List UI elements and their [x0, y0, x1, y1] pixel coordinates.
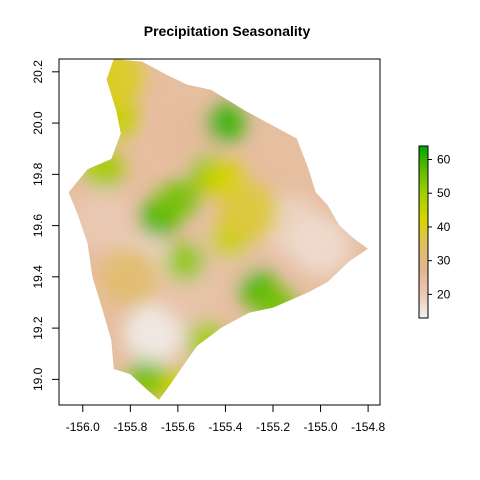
raster-cell [71, 190, 132, 251]
y-tick-label: 20.2 [31, 60, 45, 84]
y-tick-label: 19.8 [31, 162, 45, 186]
x-tick-label: -155.0 [304, 420, 338, 434]
raster-cell [83, 59, 144, 107]
y-tick-label: 19.6 [31, 214, 45, 238]
x-tick-label: -154.8 [351, 420, 385, 434]
legend-tick-label: 20 [437, 287, 451, 301]
raster-cell [159, 105, 220, 166]
raster-cell [157, 180, 198, 220]
raster-cell [257, 287, 298, 328]
chart-title: Precipitation Seasonality [144, 23, 311, 39]
x-axis: -156.0 -155.8 -155.6 -155.4 -155.2 -155.0 -154… [66, 404, 385, 434]
raster-cell [124, 303, 185, 364]
x-tick-label: -155.8 [113, 420, 147, 434]
legend-tick-label: 30 [437, 254, 451, 268]
raster-cell [219, 182, 280, 243]
x-tick-label: -155.4 [208, 420, 242, 434]
y-tick-label: 19.2 [31, 316, 45, 340]
y-tick-label: 19.0 [31, 367, 45, 391]
legend-tick-label: 40 [437, 220, 451, 234]
raster-cell [159, 264, 220, 325]
raster-cell [157, 367, 198, 400]
color-legend: 20 30 40 50 60 [418, 145, 451, 319]
raster-cell [84, 149, 125, 190]
y-tick-label: 19.4 [31, 265, 45, 289]
precipitation-raster [68, 59, 369, 400]
raster-cell [186, 320, 227, 361]
x-tick-label: -156.0 [66, 420, 100, 434]
y-axis: 19.0 19.2 19.4 19.6 19.8 20.0 20.2 [31, 60, 60, 391]
raster-cell [205, 103, 246, 144]
x-tick-label: -155.6 [161, 420, 195, 434]
raster-cell [290, 216, 351, 277]
y-tick-label: 20.0 [31, 111, 45, 135]
raster-cell [100, 246, 161, 307]
legend-tick-label: 50 [437, 186, 451, 200]
legend-colorbar [418, 145, 429, 319]
legend-tick-label: 60 [437, 152, 451, 166]
raster-cell [165, 241, 205, 282]
x-tick-label: -155.2 [256, 420, 290, 434]
